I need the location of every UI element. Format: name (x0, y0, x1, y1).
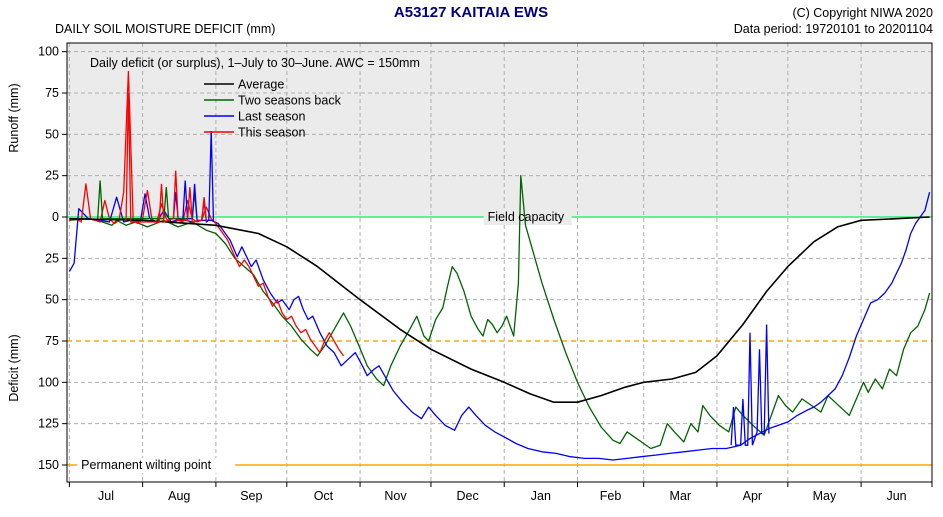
y-tick-label: 150 (38, 458, 59, 472)
x-tick-label-jun: Jun (886, 489, 906, 503)
x-tick-label-sep: Sep (240, 489, 262, 503)
wilting-point-label-bg (77, 458, 236, 473)
plot-background (67, 43, 932, 482)
x-tick-label-feb: Feb (600, 489, 622, 503)
x-tick-label-oct: Oct (314, 489, 334, 503)
series-line-this-season (69, 70, 345, 357)
x-tick-label-jul: Jul (98, 489, 114, 503)
legend-label-this-season: This season (238, 126, 305, 140)
y-tick-label: 125 (38, 417, 59, 431)
series-line-average (69, 216, 930, 403)
series-spikes-last-season (730, 324, 770, 446)
y-tick-label: 50 (45, 127, 59, 141)
y-tick-label: 50 (45, 293, 59, 307)
plot-frame (66, 42, 933, 483)
field-capacity-label-bg (483, 210, 572, 225)
x-tick-label-apr: Apr (743, 489, 762, 503)
legend-label-two-seasons-back: Two seasons back (238, 94, 342, 108)
chart-subtitle: DAILY SOIL MOISTURE DEFICIT (mm) (55, 22, 275, 36)
y-axis-label-runoff: Runoff (mm) (7, 83, 21, 152)
reference-lines (67, 210, 932, 473)
y-tick-label: 25 (45, 169, 59, 183)
x-tick-label-mar: Mar (670, 489, 692, 503)
x-tick-label-may: May (813, 489, 837, 503)
copyright-text: (C) Copyright NIWA 2020 (792, 6, 933, 20)
series-layer (68, 70, 931, 461)
x-tick-label-jan: Jan (531, 489, 551, 503)
x-tick-label-nov: Nov (384, 489, 407, 503)
chart-note: Daily deficit (or surplus), 1–July to 30… (90, 56, 420, 70)
chart-title: A53127 KAITAIA EWS (394, 4, 548, 21)
y-axis-label-deficit: Deficit (mm) (7, 334, 21, 401)
y-tick-label: 0 (52, 210, 59, 224)
x-tick-label-aug: Aug (168, 489, 190, 503)
y-tick-label: 75 (45, 334, 59, 348)
series-spikes-last-season (172, 130, 215, 224)
series-spikes-this-season (125, 92, 208, 223)
y-tick-label: 100 (38, 45, 59, 59)
axes: 100 75 50 25 0 25 50 75 100 125 150 Jul Aug Sep Oct Nov… (38, 42, 933, 503)
y-tick-label: 75 (45, 86, 59, 100)
x-tick-label-dec: Dec (456, 489, 478, 503)
legend-label-average: Average (238, 78, 284, 92)
data-period-text: Data period: 19720101 to 20201104 (734, 22, 933, 36)
y-tick-label: 25 (45, 251, 59, 265)
field-capacity-label: Field capacity (488, 210, 565, 224)
y-tick-label: 100 (38, 375, 59, 389)
wilting-point-label: Permanent wilting point (81, 458, 211, 472)
legend: Average Two seasons back Last season Thi… (204, 78, 342, 140)
legend-label-last-season: Last season (238, 110, 305, 124)
